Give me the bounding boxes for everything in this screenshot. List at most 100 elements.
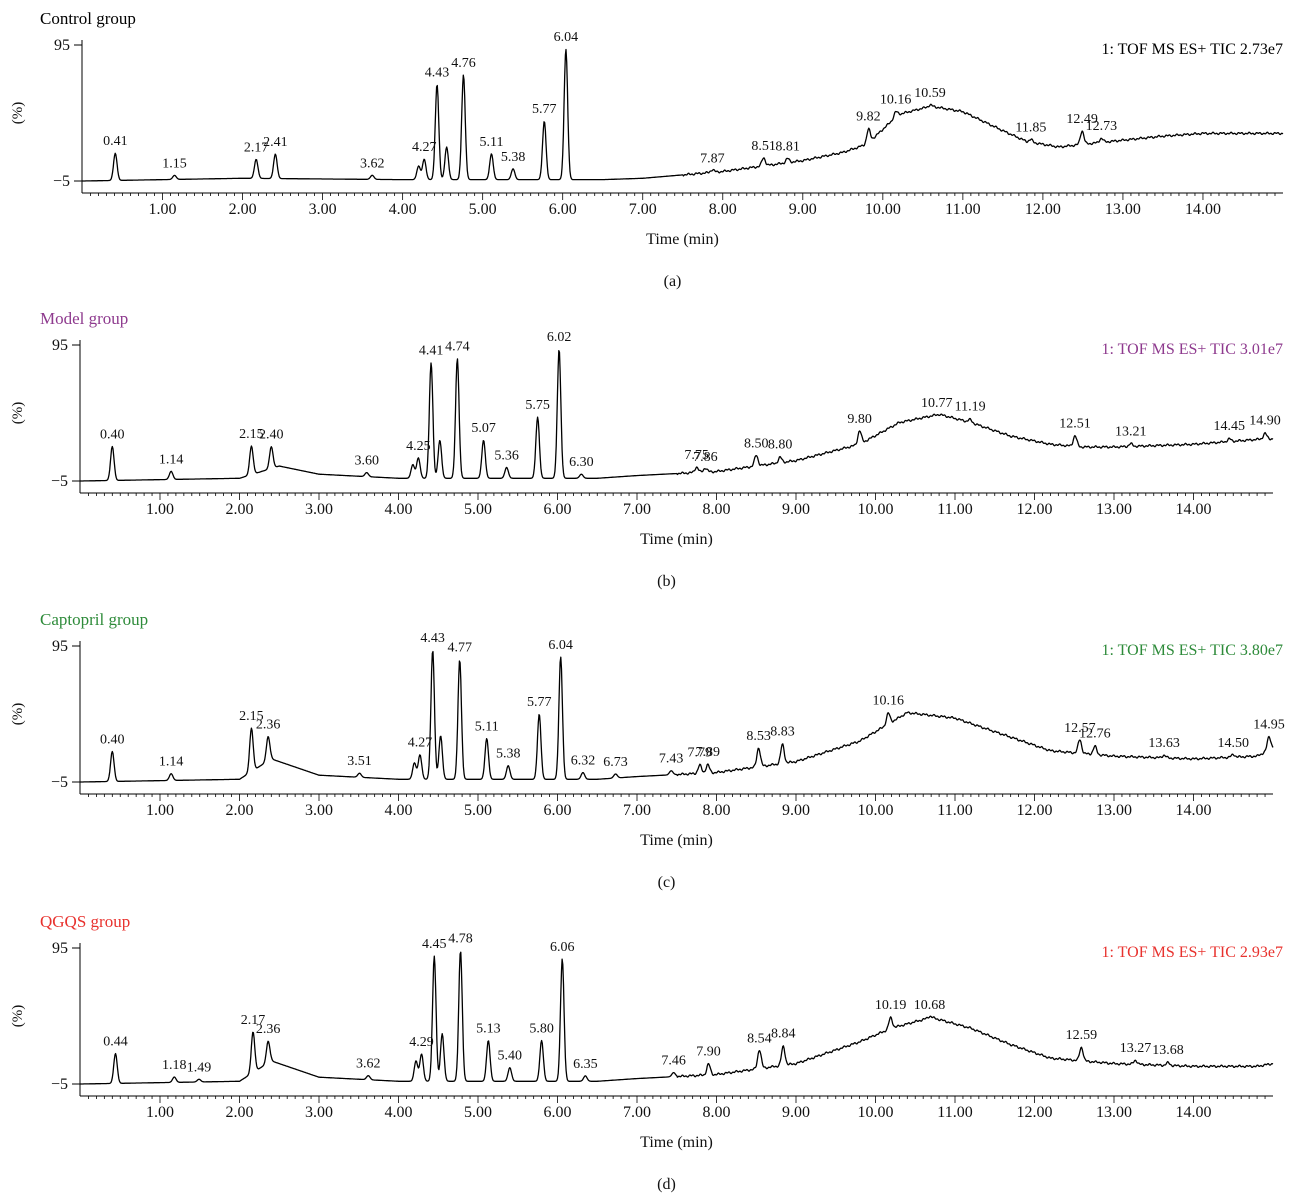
- y-tick-label: −5: [53, 173, 70, 190]
- x-tick-label: 12.00: [1017, 501, 1053, 518]
- peak-label: 4.25: [406, 439, 431, 454]
- peak-label: 14.95: [1253, 718, 1285, 733]
- x-tick-label: 2.00: [226, 1104, 254, 1121]
- x-tick-label: 1.00: [146, 1104, 174, 1121]
- x-tick-label: 5.00: [464, 802, 492, 819]
- x-tick-label: 7.00: [629, 201, 657, 218]
- chromatogram-panel: Control group 1: TOF MS ES+ TIC 2.73e7 95 −…: [10, 9, 1284, 290]
- x-tick-label: 6.00: [544, 501, 572, 518]
- peak-label: 5.36: [494, 448, 519, 463]
- peak-label: 8.81: [775, 139, 800, 154]
- peak-label: 4.76: [451, 56, 476, 71]
- peak-label: 12.57: [1064, 721, 1096, 736]
- y-tick-label: 95: [52, 940, 68, 957]
- panel-label: (c): [658, 874, 676, 891]
- peak-label: 6.32: [571, 753, 596, 768]
- x-tick-label: 4.00: [389, 201, 417, 218]
- instrument-label: 1: TOF MS ES+ TIC 3.80e7: [1102, 642, 1284, 659]
- x-tick-label: 14.00: [1176, 1104, 1212, 1121]
- x-tick-label: 4.00: [385, 501, 413, 518]
- peak-label: 4.77: [447, 641, 472, 656]
- peak-label: 13.27: [1120, 1041, 1152, 1056]
- x-tick-label: 12.00: [1025, 201, 1061, 218]
- y-axis-label: (%): [10, 102, 26, 125]
- peak-label: 5.11: [475, 719, 499, 734]
- y-axis-label: (%): [10, 1005, 26, 1028]
- x-tick-label: 9.00: [782, 802, 810, 819]
- x-tick-label: 12.00: [1017, 1104, 1053, 1121]
- chromatogram-panel: Captopril group 1: TOF MS ES+ TIC 3.80e7 9…: [10, 610, 1285, 891]
- x-tick-label: 6.00: [544, 802, 572, 819]
- x-tick-label: 2.00: [226, 501, 254, 518]
- x-tick-label: 7.00: [623, 1104, 651, 1121]
- x-tick-label: 5.00: [464, 1104, 492, 1121]
- x-tick-label: 14.00: [1176, 501, 1212, 518]
- x-tick-label: 13.00: [1096, 1104, 1132, 1121]
- x-axis-label: Time (min): [640, 531, 713, 548]
- peak-label: 5.75: [525, 398, 550, 413]
- peak-label: 4.45: [422, 937, 447, 952]
- x-tick-label: 10.00: [858, 802, 894, 819]
- group-label: Control group: [40, 9, 136, 28]
- peak-label: 2.36: [256, 1022, 281, 1037]
- peak-label: 13.21: [1115, 424, 1147, 439]
- peak-label: 4.78: [448, 932, 473, 947]
- peak-label: 0.40: [100, 427, 125, 442]
- peak-label: 7.90: [696, 1045, 721, 1060]
- peak-label: 2.15: [239, 427, 264, 442]
- x-tick-label: 1.00: [146, 501, 174, 518]
- peak-label: 7.87: [700, 152, 725, 167]
- peak-label: 2.41: [263, 135, 288, 150]
- peak-label: 1.49: [187, 1060, 212, 1075]
- peak-label: 1.18: [162, 1058, 187, 1073]
- x-tick-label: 4.00: [385, 1104, 413, 1121]
- peak-label: 6.73: [603, 755, 628, 770]
- x-tick-label: 6.00: [544, 1104, 572, 1121]
- peak-label: 5.11: [479, 135, 503, 150]
- y-axis-label: (%): [10, 402, 26, 425]
- peak-label: 1.14: [159, 452, 184, 467]
- x-tick-label: 7.00: [623, 501, 651, 518]
- x-tick-label: 12.00: [1017, 802, 1053, 819]
- peak-label: 5.77: [532, 102, 557, 117]
- peak-label: 11.85: [1015, 120, 1046, 135]
- peak-label: 12.76: [1079, 727, 1111, 742]
- tic-trace: [80, 951, 1274, 1085]
- chromatogram-panel: Model group 1: TOF MS ES+ TIC 3.01e7 95 −5 (…: [10, 309, 1283, 590]
- x-tick-label: 10.00: [858, 1104, 894, 1121]
- chromatogram-panel: QGQS group 1: TOF MS ES+ TIC 2.93e7 95 −5 (%…: [10, 912, 1283, 1193]
- tic-trace: [80, 349, 1274, 482]
- x-tick-label: 8.00: [703, 501, 731, 518]
- x-tick-label: 9.00: [782, 1104, 810, 1121]
- y-tick-label: 95: [54, 37, 70, 54]
- x-tick-label: 8.00: [709, 201, 737, 218]
- peak-label: 0.40: [100, 733, 125, 748]
- peak-label: 8.84: [771, 1027, 796, 1042]
- peak-label: 4.43: [425, 65, 450, 80]
- peak-label: 9.80: [847, 412, 872, 427]
- peak-label: 0.41: [103, 134, 128, 149]
- peak-label: 14.45: [1214, 419, 1246, 434]
- x-tick-label: 2.00: [226, 802, 254, 819]
- x-axis-label: Time (min): [640, 832, 713, 849]
- group-label: Model group: [40, 309, 128, 328]
- x-tick-label: 5.00: [464, 501, 492, 518]
- peak-label: 8.53: [746, 729, 771, 744]
- peak-label: 5.77: [527, 695, 552, 710]
- x-tick-label: 9.00: [789, 201, 817, 218]
- x-tick-label: 14.00: [1185, 201, 1221, 218]
- peak-label: 7.46: [661, 1054, 686, 1069]
- x-axis-label: Time (min): [646, 231, 719, 248]
- peak-label: 6.04: [554, 30, 579, 45]
- peak-label: 10.77: [921, 396, 953, 411]
- x-tick-label: 13.00: [1096, 802, 1132, 819]
- peak-label: 2.15: [239, 709, 264, 724]
- peak-label: 7.86: [693, 450, 718, 465]
- y-tick-label: −5: [51, 1076, 68, 1093]
- peak-label: 13.63: [1148, 736, 1180, 751]
- tic-trace: [82, 48, 1284, 182]
- x-tick-label: 7.00: [623, 802, 651, 819]
- y-tick-label: 95: [52, 337, 68, 354]
- peak-label: 5.07: [471, 421, 496, 436]
- peak-label: 8.54: [747, 1032, 772, 1047]
